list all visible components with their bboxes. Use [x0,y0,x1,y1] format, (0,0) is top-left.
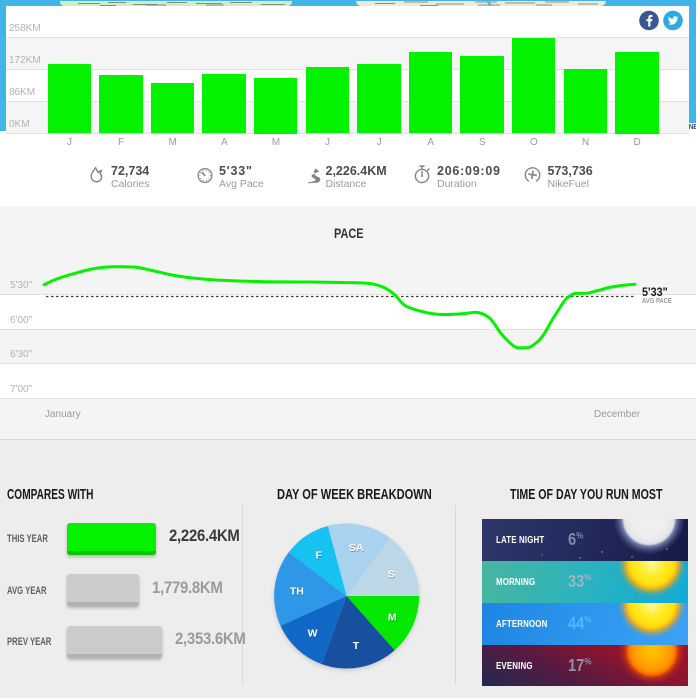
svg-text:F: F [315,550,322,562]
svg-text:TH: TH [290,585,304,597]
svg-text:F: F [316,551,323,563]
svg-text:S: S [388,570,395,582]
svg-text:TH: TH [290,586,304,598]
svg-text:M: M [388,613,397,625]
svg-text:W: W [308,628,318,640]
svg-text:SA: SA [349,542,364,554]
svg-text:T: T [353,641,360,653]
svg-text:SA: SA [349,543,364,555]
svg-text:T: T [353,640,360,652]
svg-text:M: M [388,612,397,624]
svg-text:W: W [308,629,318,641]
svg-text:S: S [388,569,395,581]
